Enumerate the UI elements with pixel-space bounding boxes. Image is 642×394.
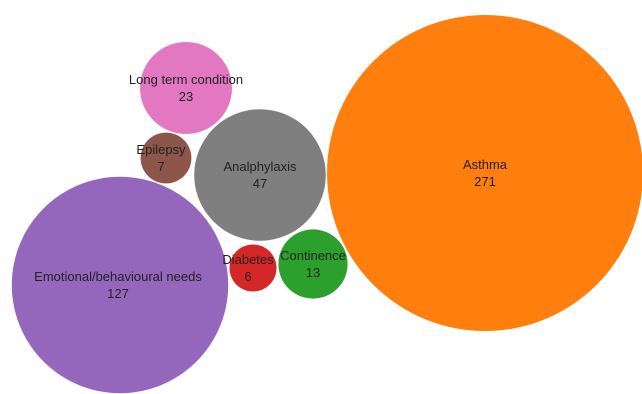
- bubble-label-diabetes: Diabetes: [222, 252, 274, 267]
- bubble-diabetes: [229, 244, 277, 292]
- bubble-circle-continence: [278, 229, 348, 299]
- bubble-value-long-term-condition: 23: [179, 89, 193, 104]
- bubble-label-long-term-condition: Long term condition: [129, 72, 243, 87]
- bubble-circle-asthma: [327, 15, 642, 331]
- bubble-value-asthma: 271: [474, 174, 496, 189]
- bubble-label-analphylaxis: Analphylaxis: [224, 159, 297, 174]
- bubble-value-emotional-behavioural-needs: 127: [107, 286, 129, 301]
- bubble-circle-epilepsy: [140, 132, 192, 184]
- bubble-value-epilepsy: 7: [157, 159, 164, 174]
- bubble-label-asthma: Asthma: [463, 157, 508, 172]
- bubble-circle-diabetes: [229, 244, 277, 292]
- bubble-circle-long-term-condition: [140, 42, 232, 134]
- bubble-label-emotional-behavioural-needs: Emotional/behavioural needs: [34, 269, 202, 284]
- bubble-epilepsy: [140, 132, 192, 184]
- bubble-value-diabetes: 6: [244, 269, 251, 284]
- bubble-asthma: [327, 15, 642, 331]
- bubble-emotional-behavioural-needs: [11, 176, 229, 394]
- bubble-value-analphylaxis: 47: [253, 176, 267, 191]
- bubble-value-continence: 13: [306, 265, 320, 280]
- bubble-long-term-condition: [140, 42, 232, 134]
- bubble-analphylaxis: [194, 109, 326, 241]
- bubble-label-epilepsy: Epilepsy: [136, 142, 186, 157]
- bubble-circle-emotional-behavioural-needs: [11, 176, 229, 394]
- bubble-continence: [278, 229, 348, 299]
- bubble-circle-analphylaxis: [194, 109, 326, 241]
- bubble-label-continence: Continence: [280, 248, 346, 263]
